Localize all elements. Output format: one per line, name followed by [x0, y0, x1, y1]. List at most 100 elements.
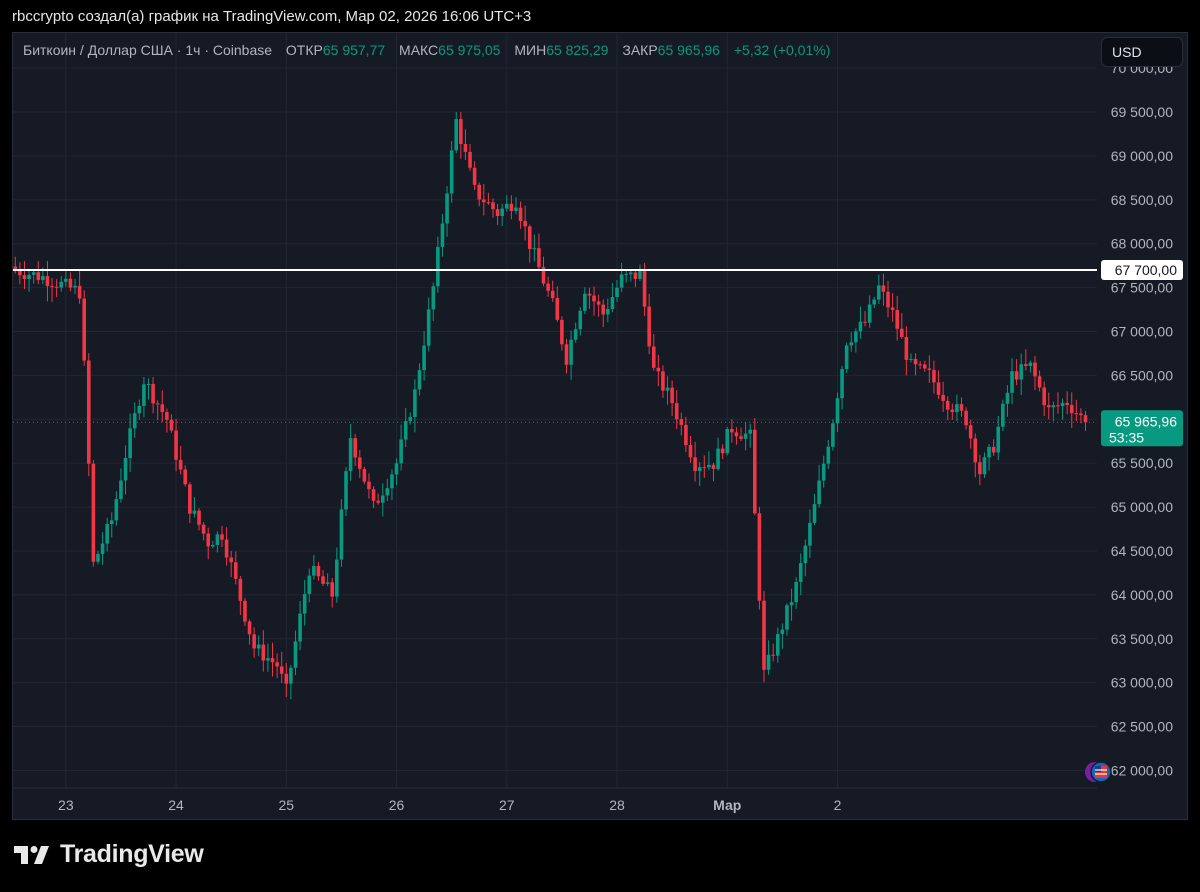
currency-button[interactable]: USD: [1101, 37, 1183, 67]
events-icon[interactable]: [1085, 761, 1112, 783]
candle-body: [628, 272, 633, 275]
candle-body: [495, 209, 500, 216]
candle-body: [922, 364, 927, 369]
candle-body: [27, 274, 31, 280]
candle-body: [426, 309, 431, 346]
candle-body: [178, 459, 183, 470]
candle-body: [119, 480, 123, 500]
candle-body: [587, 293, 592, 296]
candle-body: [546, 283, 550, 291]
candle-body: [748, 429, 753, 434]
candle-body: [730, 428, 734, 433]
y-tick-label: 65 500,00: [1111, 455, 1173, 471]
candle-body: [523, 220, 527, 227]
candle-body: [96, 553, 100, 562]
candle-body: [371, 489, 376, 501]
candle-body: [486, 202, 491, 204]
candle-body: [560, 319, 564, 345]
candle-body: [987, 446, 991, 458]
candle-body: [1019, 364, 1024, 380]
y-tick-label: 65 000,00: [1111, 499, 1173, 515]
candle-body: [160, 404, 165, 413]
candle-body: [325, 582, 330, 584]
candle-body: [100, 543, 105, 554]
candle-body: [895, 309, 899, 329]
candle-body: [890, 307, 895, 310]
candle-body: [109, 520, 114, 525]
candle-body: [670, 387, 674, 404]
chart-caption: rbccrypto создал(а) график на TradingVie…: [12, 8, 532, 25]
x-tick-label: 28: [609, 797, 625, 813]
candle-body: [537, 248, 541, 268]
brand-name: TradingView: [60, 840, 204, 868]
candle-body: [936, 382, 941, 395]
candle-body: [146, 383, 151, 385]
candle-body: [215, 534, 220, 546]
candle-body: [656, 367, 661, 372]
candle-body: [541, 267, 546, 284]
x-tick-label: 26: [389, 797, 405, 813]
candle-body: [817, 480, 821, 505]
candle-body: [132, 413, 137, 429]
candle-body: [270, 658, 275, 663]
candle-body: [151, 383, 155, 404]
candle-body: [899, 328, 904, 338]
candle-body: [532, 248, 537, 250]
candle-body: [224, 539, 229, 558]
candle-body: [417, 370, 422, 390]
candle-body: [651, 346, 656, 368]
open-value: 65 957,77: [322, 42, 386, 58]
candle-body: [82, 298, 86, 361]
candle-body: [821, 463, 826, 481]
candle-body: [64, 278, 68, 282]
candle-body: [284, 673, 289, 684]
symbol-title[interactable]: Биткоин / Доллар США · 1ч · Coinbase: [23, 42, 273, 58]
candle-body: [408, 417, 413, 422]
candle-body: [206, 533, 211, 547]
candle-body: [36, 272, 41, 281]
candle-body: [564, 344, 569, 365]
candle-body: [298, 613, 302, 642]
tradingview-logo[interactable]: TradingView: [14, 840, 204, 869]
open-label: ОТКР: [285, 42, 323, 58]
candle-body: [798, 563, 803, 582]
candle-body: [316, 566, 321, 577]
candle-body: [243, 600, 247, 622]
candle-body: [220, 534, 224, 540]
price-chart[interactable]: 62 000,00 62 500,00 63 000,00 63 500,00 64 0…: [13, 33, 1187, 819]
candle-body: [413, 389, 417, 418]
candle-body: [766, 654, 771, 670]
candle-body: [399, 439, 403, 464]
candle-body: [725, 428, 730, 454]
y-tick-label: 68 500,00: [1111, 192, 1173, 208]
candle-body: [606, 309, 610, 315]
candle-body: [950, 409, 955, 413]
candle-body: [573, 329, 578, 340]
candle-body: [91, 463, 96, 562]
candle-body: [518, 207, 523, 221]
candle-body: [509, 203, 514, 211]
candle-body: [275, 662, 279, 667]
candle-body: [380, 495, 385, 503]
candle-body: [45, 276, 50, 287]
candle-body: [54, 286, 59, 288]
candle-body: [86, 360, 91, 464]
candle-body: [913, 358, 918, 365]
candle-body: [978, 462, 982, 475]
candle-body: [312, 566, 316, 576]
candle-body: [789, 602, 794, 606]
candle-body: [684, 424, 688, 446]
candle-body: [1001, 403, 1005, 427]
candle-body: [982, 457, 987, 475]
candle-body: [927, 368, 932, 370]
candle-body: [201, 524, 206, 534]
y-tick-label: 64 000,00: [1111, 587, 1173, 603]
candle-body: [973, 438, 978, 463]
candle-body: [615, 287, 619, 297]
chart-panel[interactable]: 62 000,00 62 500,00 63 000,00 63 500,00 64 0…: [12, 32, 1188, 820]
candle-body: [463, 144, 468, 152]
candle-body: [114, 499, 119, 521]
candle-body: [472, 167, 477, 185]
candle-body: [835, 398, 840, 424]
candle-body: [59, 281, 64, 288]
